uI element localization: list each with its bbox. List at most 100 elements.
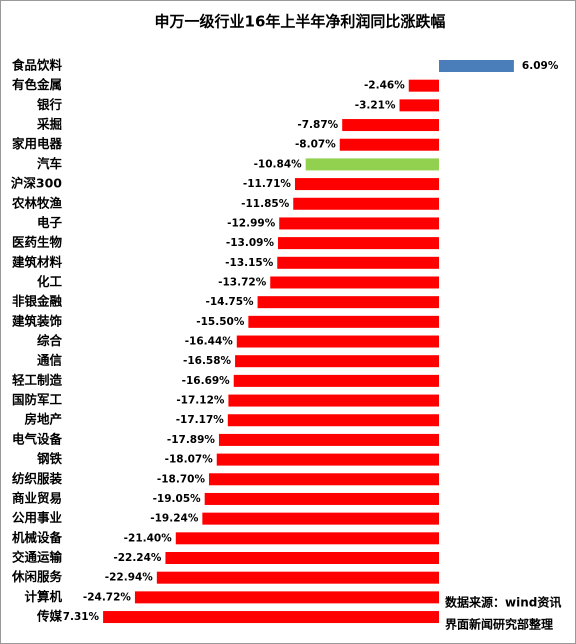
label-background — [23, 411, 63, 427]
category-label: 计算机 — [24, 589, 62, 604]
category-label: 汽车 — [37, 156, 63, 171]
value-label: -24.72% — [83, 591, 132, 603]
value-label: -22.94% — [105, 572, 154, 584]
value-label: -3.21% — [355, 99, 396, 111]
label-background — [35, 155, 64, 171]
value-label: -12.99% — [227, 217, 276, 229]
value-label: -16.69% — [182, 375, 231, 387]
category-label: 建筑材料 — [12, 254, 63, 269]
value-label: -15.50% — [196, 316, 245, 328]
bar — [439, 60, 514, 72]
bar — [216, 453, 439, 466]
category-label: 医药生物 — [12, 235, 63, 250]
category-label: 国防军工 — [12, 392, 63, 407]
value-label: -13.15% — [225, 257, 274, 269]
label-background — [10, 372, 64, 388]
label-background — [10, 234, 64, 250]
label-background — [10, 313, 64, 329]
bar — [293, 197, 439, 210]
category-label: 公用事业 — [12, 510, 63, 525]
category-label: 食品饮料 — [11, 58, 63, 73]
label-background — [35, 352, 64, 368]
bar — [208, 473, 439, 486]
category-label: 家用电器 — [12, 136, 63, 151]
bar — [399, 99, 439, 112]
value-label: -21.40% — [124, 532, 173, 544]
bar — [235, 355, 439, 368]
label-background — [10, 431, 64, 447]
category-label: 电子 — [37, 215, 63, 230]
credit: 界面新闻研究部整理 — [445, 617, 553, 632]
label-background — [10, 392, 64, 408]
category-label: 农林牧渔 — [11, 195, 63, 210]
bar — [175, 532, 439, 545]
value-label: -13.72% — [218, 276, 267, 288]
label-background — [34, 608, 64, 624]
source: 数据来源：wind资讯 — [445, 595, 561, 610]
value-label: -2.46% — [364, 80, 405, 92]
value-label: -10.84% — [254, 158, 303, 170]
value-label: -16.44% — [185, 336, 234, 348]
value-label: -19.05% — [153, 493, 202, 505]
label-background — [9, 195, 64, 211]
category-label: 交通运输 — [12, 550, 63, 565]
label-background — [35, 333, 64, 349]
bar — [228, 394, 439, 407]
label-background — [35, 451, 64, 467]
category-label: 通信 — [37, 353, 63, 368]
category-label: 银行 — [37, 97, 63, 112]
bar — [305, 158, 439, 171]
category-label: 有色金属 — [12, 77, 62, 92]
category-label: 房地产 — [24, 412, 62, 427]
category-label: 商业贸易 — [12, 490, 62, 505]
bar — [342, 119, 439, 132]
value-label: -11.71% — [243, 178, 292, 190]
label-background — [9, 175, 64, 191]
category-label: 纺织服装 — [12, 471, 63, 486]
label-background — [10, 254, 64, 270]
label-background — [10, 293, 64, 309]
bar — [408, 79, 439, 92]
category-label: 电气设备 — [12, 431, 63, 446]
bar — [339, 138, 439, 151]
chart-title: 申万一级行业16年上半年净利润同比涨跌幅 — [155, 13, 446, 31]
label-background — [10, 549, 64, 565]
bar — [279, 217, 439, 230]
bar — [236, 335, 439, 348]
value-label: -11.85% — [241, 198, 290, 210]
bar — [202, 512, 439, 525]
value-label: -8.07% — [295, 139, 336, 151]
bar — [257, 296, 439, 309]
category-label: 沪深300 — [11, 176, 62, 191]
value-label: -22.24% — [113, 552, 162, 564]
value-label: -19.24% — [150, 513, 199, 525]
bar — [218, 433, 439, 446]
category-label: 采掘 — [36, 117, 62, 132]
value-label: -16.58% — [183, 355, 232, 367]
label-background — [10, 470, 64, 486]
label-background — [10, 136, 64, 152]
label-background — [10, 77, 63, 93]
category-label: 建筑装饰 — [12, 313, 63, 328]
category-label: 传媒 — [36, 609, 63, 624]
bar — [103, 611, 439, 624]
bar — [227, 414, 439, 427]
value-label: -18.70% — [157, 473, 206, 485]
label-background — [10, 490, 63, 506]
category-label: 化工 — [37, 274, 63, 289]
bar — [277, 237, 439, 250]
category-label: 休闲服务 — [11, 569, 63, 584]
category-label: 综合 — [37, 333, 63, 348]
category-label: 钢铁 — [37, 451, 63, 466]
bar — [233, 374, 439, 387]
label-background — [35, 273, 64, 289]
category-label: 非银金融 — [12, 294, 63, 309]
bar — [277, 256, 439, 269]
value-label: -17.12% — [176, 395, 225, 407]
label-background — [10, 510, 64, 526]
value-label: 6.09% — [522, 60, 559, 72]
bar — [294, 178, 439, 191]
value-label: -18.07% — [165, 454, 214, 466]
label-background — [10, 529, 64, 545]
